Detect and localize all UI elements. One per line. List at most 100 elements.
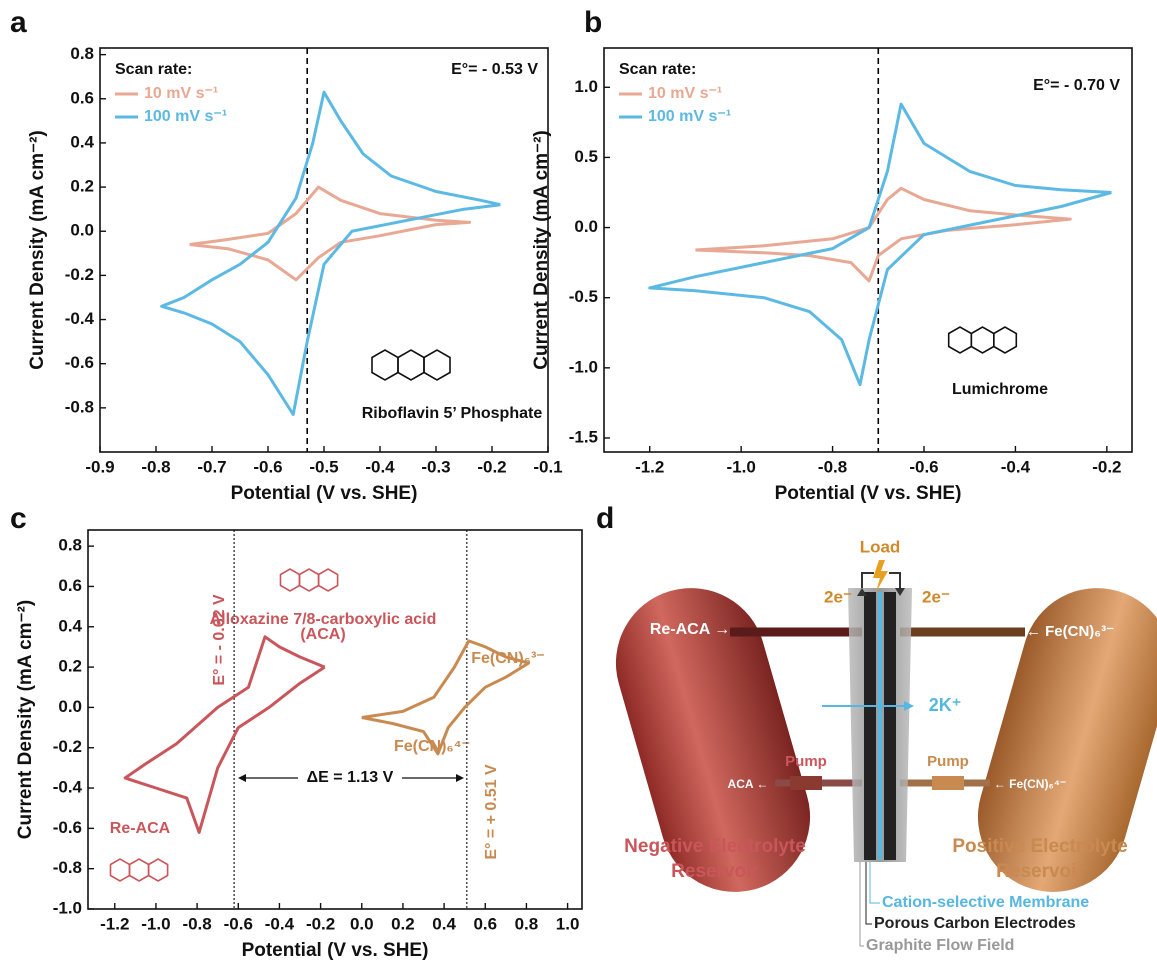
molecule-ring: [128, 858, 150, 882]
molecule-name: (ACA): [300, 626, 345, 643]
arrow-head: [238, 774, 246, 782]
x-axis-label: Potential (V vs. SHE): [231, 483, 418, 504]
ion-label: 2K⁺: [929, 695, 962, 715]
positive-tank: [977, 588, 1157, 892]
plot: -0.9 -0.8 -0.7 -0.6 -0.5 -0.4 -0.3 -0.2 -0.1 0.8 0…: [27, 44, 563, 504]
y-tick-label: -0.4: [53, 778, 83, 797]
leader: [869, 862, 880, 904]
membrane: [878, 592, 882, 860]
species-label: Re-ACA →: [650, 621, 730, 638]
y-tick-label: -0.2: [53, 737, 82, 756]
leader: [859, 862, 864, 947]
x-tick-label: -0.2: [477, 457, 506, 476]
y-tick-label: -0.8: [53, 858, 82, 877]
molecule-ring: [109, 858, 131, 882]
x-tick-label: -0.1: [533, 457, 562, 476]
molecule-ring: [970, 326, 995, 354]
y-tick-label: 0.2: [58, 657, 82, 676]
x-tick-label: -0.5: [309, 457, 338, 476]
molecule-name: Lumichrome: [952, 381, 1048, 398]
panel-label: b: [584, 6, 602, 39]
molecule-ring: [397, 349, 425, 381]
x-tick-label: -0.6: [224, 914, 253, 933]
cv-curve: [648, 102, 1112, 387]
reservoir-label: Reservoir: [671, 861, 759, 882]
cv-curve: [361, 639, 530, 756]
legend-label: 100 mV s⁻¹: [648, 108, 731, 125]
reservoir-label: Positive Electrolyte: [952, 836, 1127, 857]
x-tick-label: -0.8: [141, 457, 170, 476]
arrow-head: [895, 588, 905, 596]
molecule-ring: [147, 858, 169, 882]
x-axis-label: Potential (V vs. SHE): [775, 483, 962, 504]
wire: [861, 572, 874, 588]
y-tick-label: 1.0: [574, 77, 598, 96]
x-tick-label: -1.2: [100, 914, 129, 933]
molecule-ring: [298, 568, 320, 592]
molecule-name: Alloxazine 7/8-carboxylic acid: [210, 611, 437, 628]
molecule-ring: [317, 568, 339, 592]
legend-label: 10 mV s⁻¹: [144, 85, 218, 102]
legend-title: Scan rate:: [115, 61, 192, 78]
y-tick-label: -0.2: [65, 265, 94, 284]
y-tick-label: 0.0: [70, 221, 94, 240]
x-tick-label: -1.0: [141, 914, 170, 933]
electrode: [864, 592, 876, 860]
wire: [889, 572, 901, 588]
pump: [790, 776, 822, 790]
legend-label: 100 mV s⁻¹: [144, 108, 227, 125]
species-label: ← Fe(CN)₆³⁻: [1026, 623, 1114, 640]
x-tick-label: -1.2: [635, 457, 664, 476]
x-tick-label: -0.8: [818, 457, 847, 476]
annotation: E°= - 0.53 V: [451, 61, 538, 78]
panel-label: a: [10, 6, 27, 39]
negative-tank: [615, 588, 811, 892]
plot-frame: [603, 47, 1133, 453]
plot: -1.2 -1.0 -0.8 -0.6 -0.4 -0.2 1.0 0.5 0.0 -0.5 -1.…: [531, 47, 1133, 504]
pump-label: Pump: [785, 753, 827, 770]
x-tick-label: 0.6: [473, 914, 497, 933]
y-tick-label: -0.6: [65, 353, 94, 372]
x-tick-label: -0.9: [85, 457, 114, 476]
x-tick-label: 0.4: [432, 914, 456, 933]
y-tick-label: 0.0: [58, 697, 82, 716]
cv-curve: [123, 635, 326, 834]
molecule-ring: [279, 568, 301, 592]
y-tick-label: 0.8: [58, 536, 82, 555]
y-tick-label: -1.0: [569, 357, 598, 376]
reservoir-label: Negative Electrolyte: [624, 836, 806, 857]
y-tick-label: -1.0: [53, 898, 82, 917]
y-tick-label: 0.4: [70, 132, 94, 151]
y-tick-label: -0.6: [53, 818, 82, 837]
legend-title: Scan rate:: [619, 61, 696, 78]
electron-label: 2e⁻: [824, 587, 852, 606]
diagram: [615, 560, 1157, 947]
x-tick-label: 0.8: [515, 914, 539, 933]
molecule-ring: [992, 326, 1018, 354]
electrode: [884, 592, 896, 860]
molecule-ring: [423, 349, 451, 381]
x-tick-label: -0.6: [909, 457, 938, 476]
leader: [865, 862, 872, 925]
x-tick-label: -0.4: [365, 457, 395, 476]
y-tick-label: 0.0: [574, 217, 598, 236]
x-tick-label: -0.4: [1001, 457, 1031, 476]
load-label: Load: [860, 537, 901, 556]
cv-curve: [695, 186, 1072, 283]
y-tick-label: -0.5: [569, 287, 598, 306]
panel-label: c: [10, 502, 27, 535]
annotation: ΔE = 1.13 V: [307, 769, 394, 786]
arrow-head: [456, 774, 464, 782]
pump-label: Pump: [927, 753, 969, 770]
y-tick-label: 0.6: [58, 576, 82, 595]
y-axis-label: Current Density (mA cm⁻²): [27, 130, 48, 369]
y-tick-label: 0.5: [574, 147, 598, 166]
legend-label: Cation-selective Membrane: [882, 894, 1089, 911]
y-tick-label: -0.8: [65, 397, 94, 416]
arrow-head: [904, 701, 914, 711]
annotation: E° = - 0.62 V: [211, 594, 228, 686]
pump: [932, 776, 964, 790]
x-tick-label: 0.0: [350, 914, 374, 933]
x-axis-label: Potential (V vs. SHE): [242, 940, 429, 961]
